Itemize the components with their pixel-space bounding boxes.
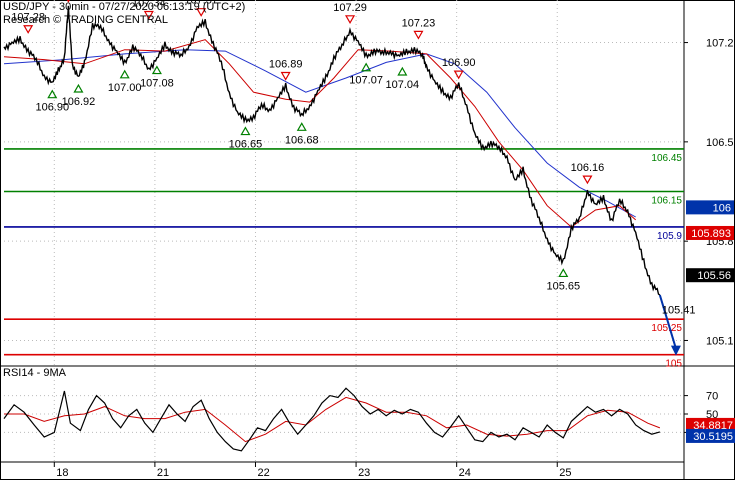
price-tag-label: 106 <box>713 202 731 214</box>
x-tick-label: 22 <box>257 467 269 479</box>
price-tag-label: 105.56 <box>697 270 731 282</box>
level-label-105.25: 105.25 <box>651 323 682 334</box>
rsi-panel-title: RSI14 - 9MA <box>3 367 66 379</box>
trough-label: 106.65 <box>229 139 263 151</box>
peak-marker <box>345 15 356 25</box>
x-tick-label: 23 <box>358 467 370 479</box>
forecast-arrow-head <box>670 345 681 356</box>
rsi-value-tag-box <box>686 428 735 443</box>
trough-label: 107.07 <box>349 75 383 87</box>
x-tick-label: 21 <box>157 467 169 479</box>
x-tick-label: 18 <box>56 467 68 479</box>
peak-label: 107.23 <box>402 17 436 29</box>
peak-marker <box>143 10 154 20</box>
price-y-tick-label: 107.2 <box>706 38 734 50</box>
price-y-tick-label: 106.5 <box>706 137 734 149</box>
peak-marker <box>453 70 464 80</box>
peak-marker <box>23 25 34 34</box>
rsi-value-tag-box <box>686 417 735 432</box>
trough-marker <box>397 66 408 76</box>
trough-marker <box>240 126 251 136</box>
trough-marker <box>361 62 372 72</box>
price-y-tick-label: 105.1 <box>706 335 734 347</box>
level-label-105.9: 105.9 <box>657 231 682 242</box>
forecast-arrow-shaft <box>658 294 677 349</box>
peak-marker <box>196 8 207 17</box>
level-label-105: 105 <box>665 359 682 370</box>
rsi-value-tag-label: 30.5195 <box>693 431 733 443</box>
peak-label: 107.37 <box>184 0 218 7</box>
chart-header-source: Research © TRADING CENTRAL <box>3 14 168 26</box>
peak-label: 106.16 <box>571 162 605 174</box>
price-line <box>3 5 661 296</box>
trough-label: 107.04 <box>386 79 420 91</box>
price-tag-box <box>686 200 734 215</box>
chart-header-title: USD/JPY - 30min - 07/27/2020 06:13:19 (U… <box>3 1 246 13</box>
trough-label: 106.68 <box>285 134 319 146</box>
trough-label: 106.92 <box>62 96 96 108</box>
forecast-annotation: 105.41 <box>662 305 696 317</box>
x-tick-label: 24 <box>459 467 471 479</box>
trough-marker <box>73 83 84 93</box>
peak-label: 107.29 <box>333 2 367 14</box>
peak-label: 107.28 <box>11 12 45 24</box>
trough-label: 107.00 <box>108 82 142 94</box>
trough-label: 105.65 <box>546 280 580 292</box>
rsi-value-tag-label: 34.8817 <box>693 420 733 432</box>
trough-marker <box>47 89 58 99</box>
trough-marker <box>119 69 130 79</box>
x-tick-label: 25 <box>559 467 571 479</box>
price-tag-label: 105.893 <box>691 228 731 240</box>
ma-fast-line <box>3 39 637 228</box>
trough-label: 107.08 <box>140 78 174 90</box>
trough-marker <box>558 268 569 278</box>
trough-label: 106.90 <box>35 102 69 114</box>
price-tag-box <box>686 268 734 283</box>
peak-label: 106.89 <box>269 59 303 71</box>
peak-label: 107.34 <box>132 0 166 10</box>
trough-marker <box>296 122 307 131</box>
rsi-y-tick-label: 70 <box>706 391 718 403</box>
peak-marker <box>280 71 291 81</box>
peak-label: 106.90 <box>442 57 476 69</box>
price-tag-box <box>686 225 734 240</box>
rsi-line <box>3 387 661 452</box>
level-label-106.45: 106.45 <box>651 153 682 164</box>
trough-marker <box>151 65 162 75</box>
level-label-106.15: 106.15 <box>651 196 682 207</box>
rsi-ma-line <box>4 396 661 443</box>
peak-marker <box>413 30 424 40</box>
peak-marker <box>582 175 593 185</box>
